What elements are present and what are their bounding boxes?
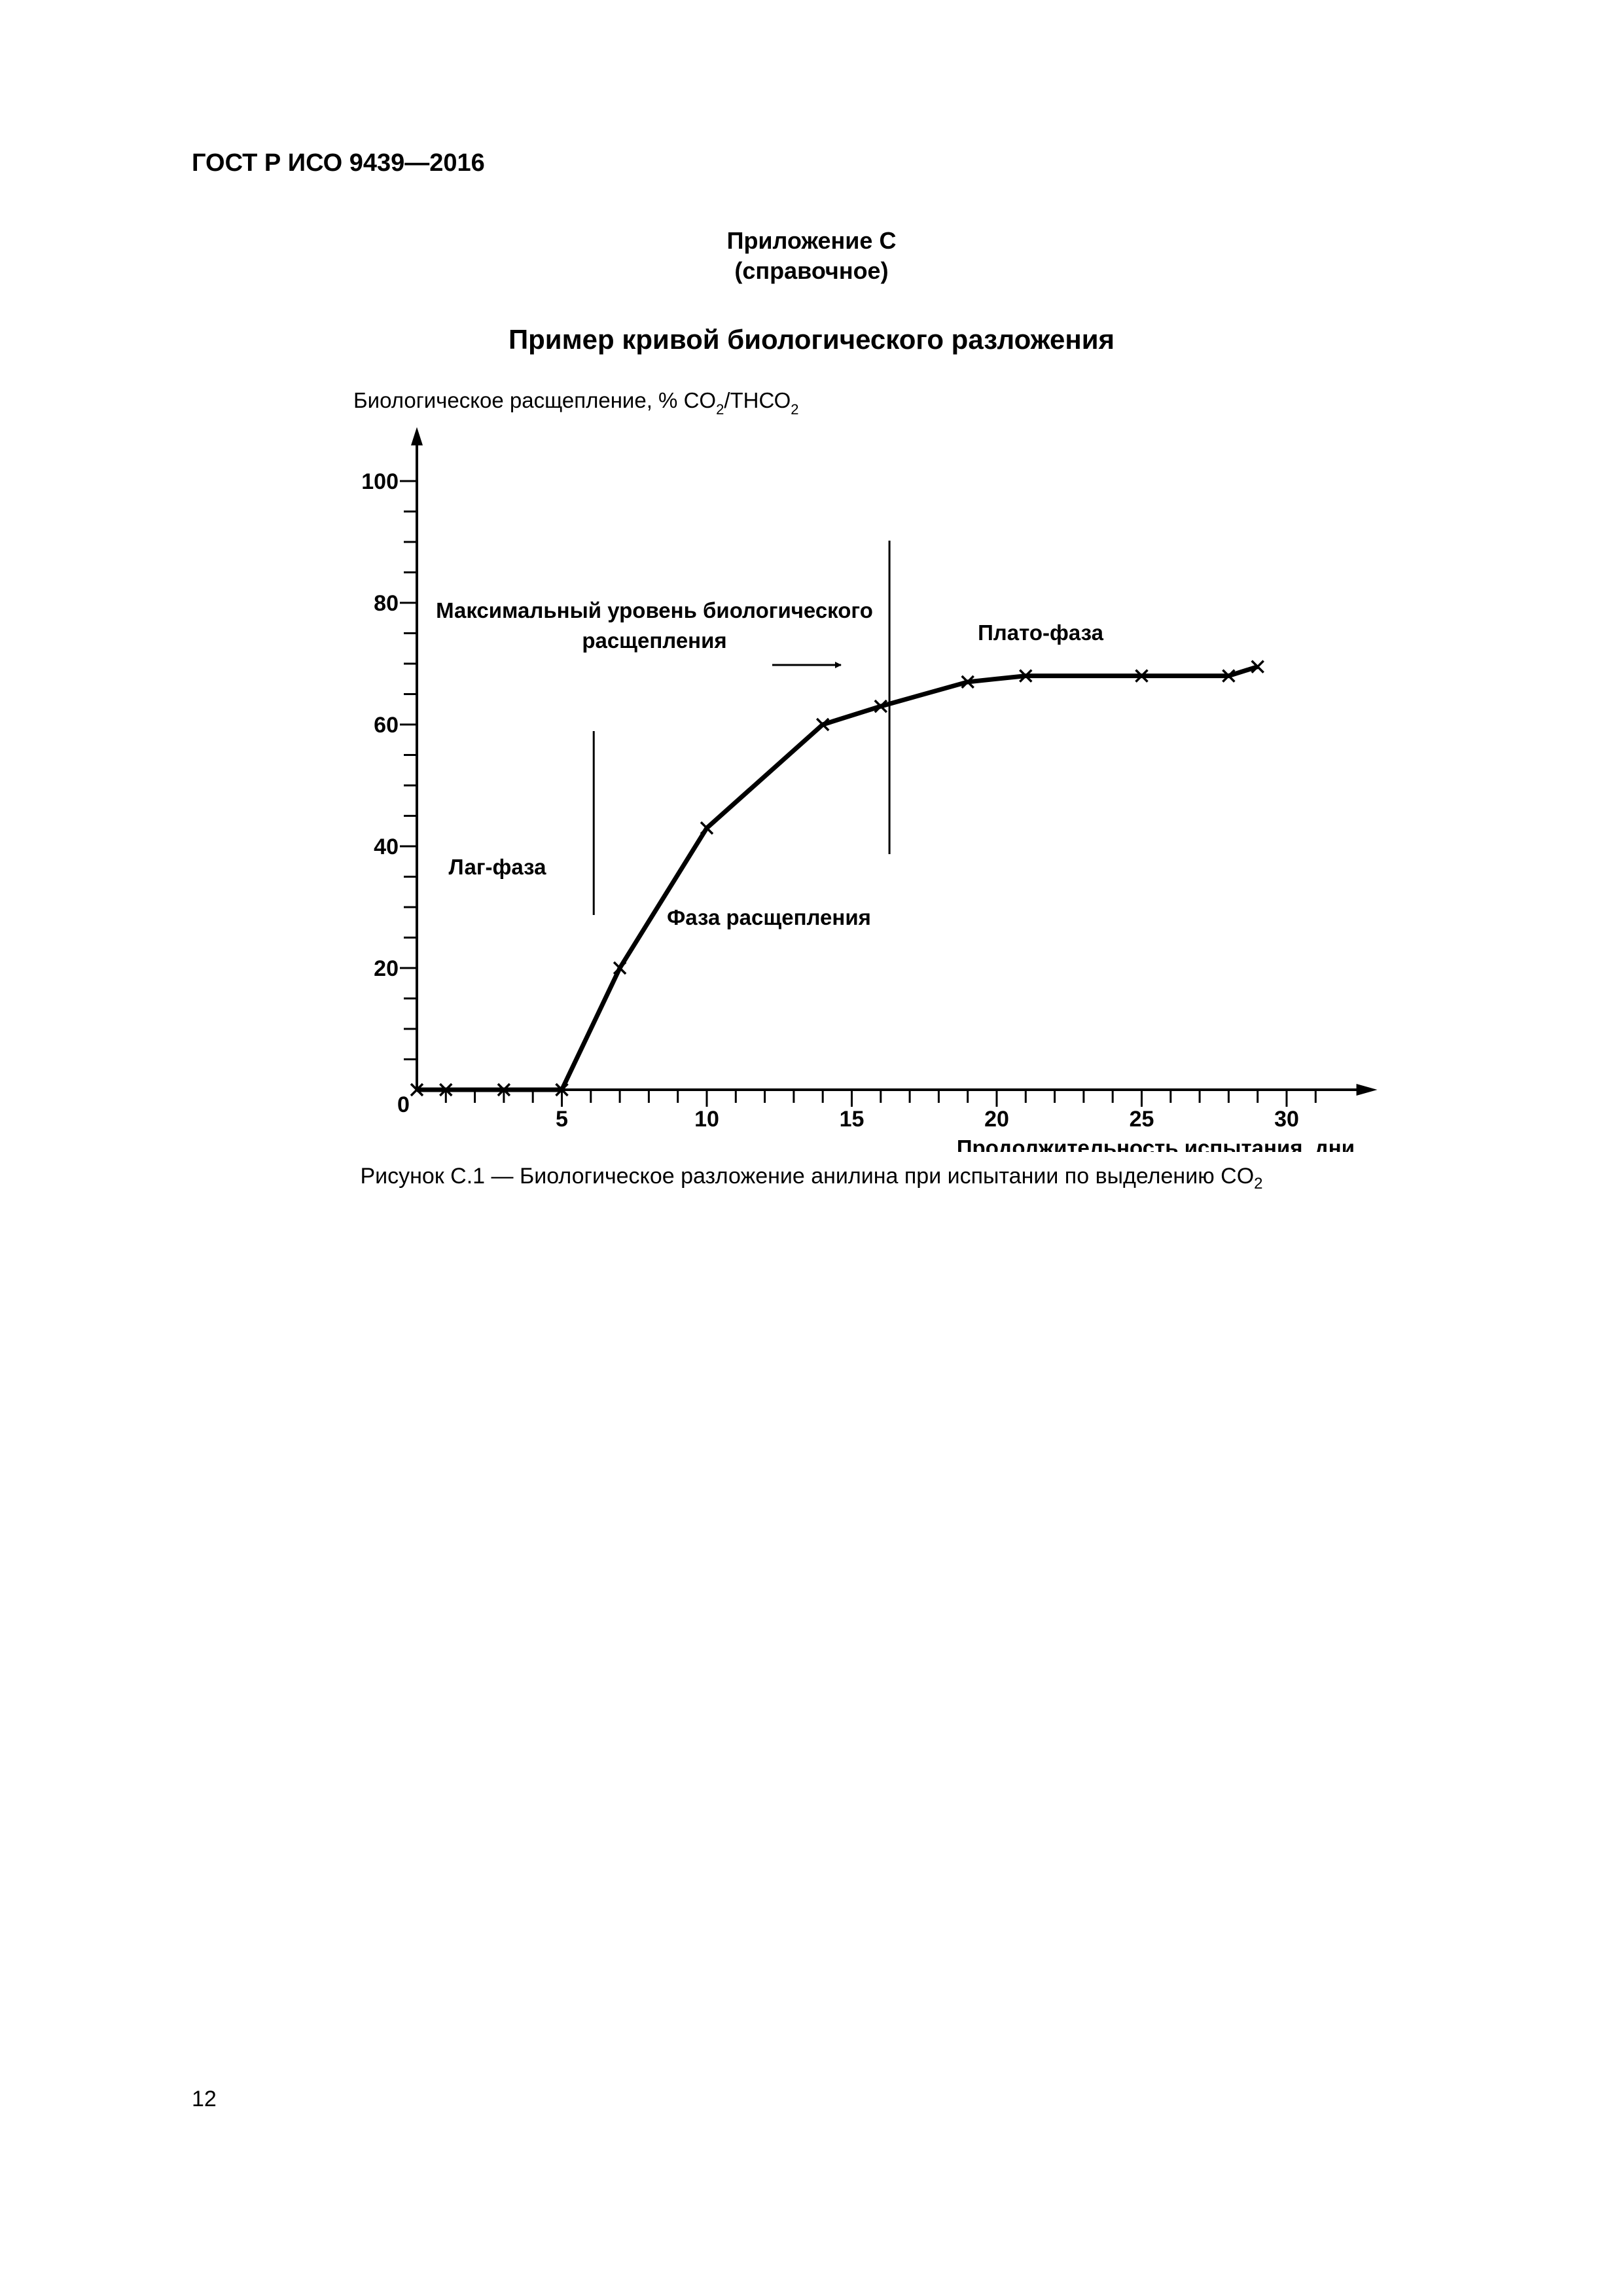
y-tick-label: 80 — [374, 591, 399, 616]
max-level-annotation-line1: Максимальный уровень биологического — [436, 598, 873, 622]
data-point — [700, 821, 714, 835]
data-point-mark — [410, 1083, 424, 1097]
y-axis-label: Биологическое расщепление, % CO2/ТНСО2 — [353, 388, 799, 418]
data-point — [1222, 669, 1236, 683]
data-point-mark — [815, 717, 830, 732]
data-point — [410, 1083, 424, 1097]
data-point — [961, 675, 974, 689]
y-axis-ticks: 20 40 60 80 100 — [361, 469, 417, 1060]
degradation-phase-label: Фаза расщепления — [667, 905, 871, 929]
data-point-mark — [1135, 669, 1149, 683]
caption-subscript: 2 — [1254, 1174, 1263, 1193]
y-tick-label: 100 — [361, 469, 399, 494]
data-point-mark — [874, 699, 888, 713]
series-markers — [410, 660, 1264, 1097]
x-tick-label: 15 — [840, 1107, 865, 1132]
data-point — [439, 1083, 453, 1097]
biodegradation-chart: Биологическое расщепление, % CO2/ТНСО2 2… — [353, 388, 1378, 1152]
data-point-mark — [555, 1083, 569, 1097]
y-axis-arrowhead — [411, 427, 423, 446]
y-tick-label: 20 — [374, 956, 399, 981]
data-point — [815, 717, 830, 732]
x-tick-label: 30 — [1274, 1107, 1299, 1132]
data-point-mark — [1251, 660, 1264, 673]
plateau-phase-label: Плато-фаза — [978, 620, 1104, 645]
lag-phase-label: Лаг-фаза — [448, 855, 546, 879]
data-point — [1135, 669, 1149, 683]
data-point-mark — [497, 1083, 511, 1097]
appendix-heading: Приложение С (справочное) — [0, 226, 1623, 286]
document-header: ГОСТ Р ИСО 9439—2016 — [192, 149, 485, 177]
x-axis-label: Продолжительность испытания, дни — [957, 1136, 1355, 1152]
data-point — [613, 961, 627, 975]
x-tick-label: 5 — [556, 1107, 568, 1132]
origin-label: 0 — [397, 1092, 410, 1117]
figure-caption: Рисунок С.1 — Биологическое разложение а… — [0, 1164, 1623, 1193]
x-tick-label: 25 — [1130, 1107, 1154, 1132]
x-tick-label: 20 — [984, 1107, 1009, 1132]
data-point-mark — [613, 961, 627, 975]
data-point-mark — [700, 821, 714, 835]
data-point-mark — [1222, 669, 1236, 683]
y-tick-label: 40 — [374, 834, 399, 859]
data-point-mark — [439, 1083, 453, 1097]
data-point — [497, 1083, 511, 1097]
caption-text: Рисунок С.1 — Биологическое разложение а… — [360, 1164, 1255, 1189]
x-axis-ticks: 5 10 15 20 25 30 — [444, 1090, 1317, 1132]
page-number: 12 — [192, 2087, 217, 2111]
appendix-label: Приложение С — [726, 227, 897, 254]
phase-separators — [592, 541, 891, 915]
data-point — [874, 699, 888, 713]
data-point-mark — [961, 675, 974, 689]
y-tick-label: 60 — [374, 713, 399, 738]
x-tick-label: 10 — [694, 1107, 719, 1132]
section-title: Пример кривой биологического разложения — [508, 324, 1115, 355]
x-axis-arrowhead — [1356, 1084, 1378, 1096]
max-level-annotation-line2: расщепления — [582, 628, 726, 653]
appendix-type: (справочное) — [734, 257, 889, 284]
data-point — [1019, 669, 1033, 683]
data-point — [555, 1083, 569, 1097]
data-point — [1251, 660, 1264, 673]
data-point-mark — [1019, 669, 1033, 683]
